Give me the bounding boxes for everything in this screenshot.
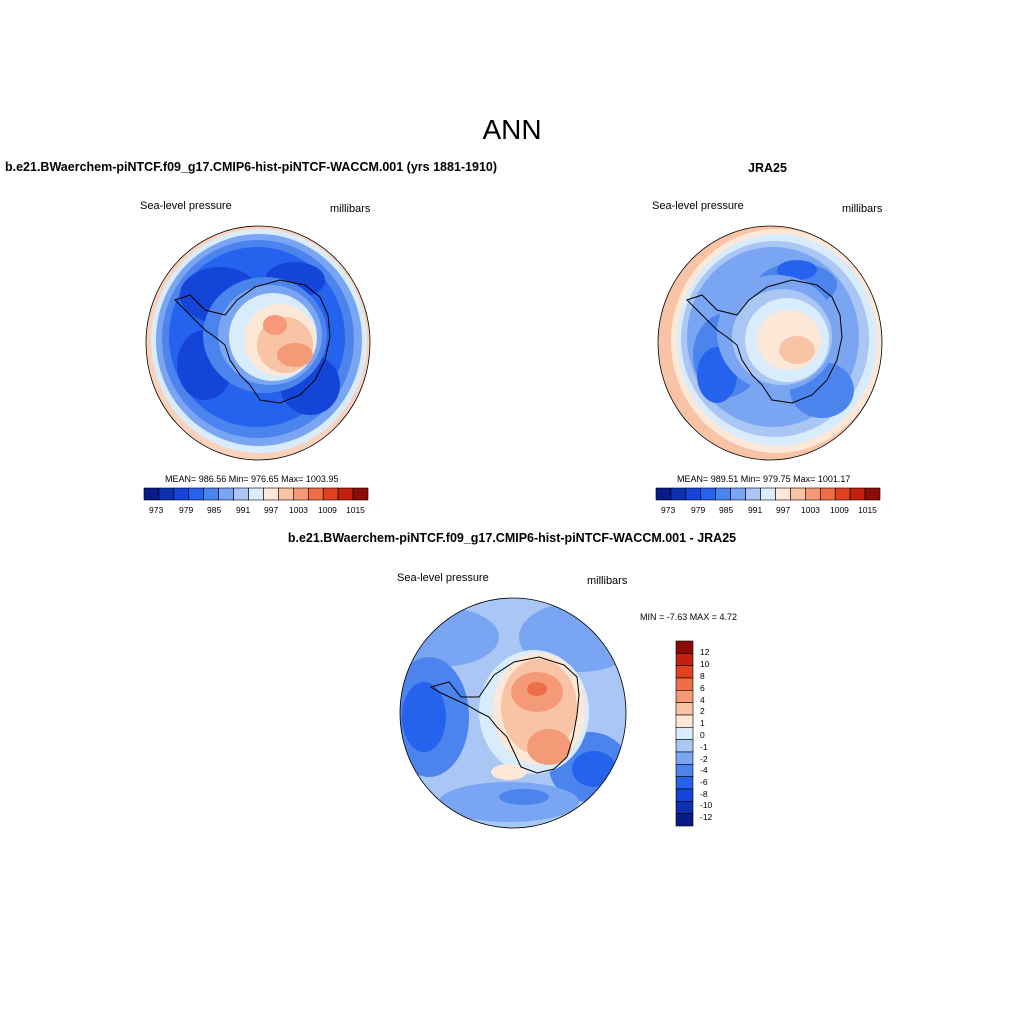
colorbar-swatch xyxy=(675,702,694,716)
panel3-title: b.e21.BWaerchem-piNTCF.f09_g17.CMIP6-his… xyxy=(287,531,737,545)
colorbar-swatch xyxy=(864,487,881,501)
panel3-tick: -4 xyxy=(700,765,708,775)
colorbar-swatch xyxy=(352,487,369,501)
colorbar-swatch xyxy=(188,487,205,501)
colorbar-swatch xyxy=(670,487,687,501)
colorbar-swatch xyxy=(307,487,324,501)
colorbar-swatch xyxy=(745,487,761,501)
panel3-colorbar xyxy=(675,640,694,827)
figure-title: ANN xyxy=(482,114,542,145)
panel1-tick: 979 xyxy=(179,505,194,515)
panel1-polar-map xyxy=(145,225,371,461)
colorbar-swatch xyxy=(675,714,694,728)
panel3-tick: 1 xyxy=(700,718,705,728)
panel1-title: b.e21.BWaerchem-piNTCF.f09_g17.CMIP6-his… xyxy=(5,160,498,174)
colorbar-swatch xyxy=(203,487,219,501)
panel2-stats: MEAN= 989.51 Min= 979.75 Max= 1001.17 xyxy=(677,474,851,484)
colorbar-swatch xyxy=(760,487,776,501)
panel1-units-label: millibars xyxy=(330,203,371,215)
panel2-tick: 1009 xyxy=(830,505,849,515)
colorbar-swatch xyxy=(675,801,694,814)
panel2-tick: 997 xyxy=(776,505,791,515)
colorbar-swatch xyxy=(143,487,160,501)
colorbar-swatch xyxy=(675,776,694,790)
panel3-tick: 6 xyxy=(700,683,705,693)
colorbar-swatch xyxy=(675,690,694,703)
panel2-tick: 979 xyxy=(691,505,706,515)
colorbar-swatch xyxy=(675,788,694,802)
panel1-tick: 973 xyxy=(149,505,164,515)
panel1-tick: 1015 xyxy=(346,505,365,515)
colorbar-swatch xyxy=(834,487,851,501)
colorbar-swatch xyxy=(233,487,249,501)
panel1-tick: 991 xyxy=(236,505,251,515)
colorbar-swatch xyxy=(158,487,175,501)
colorbar-swatch xyxy=(655,487,672,501)
panel2-tick: 1003 xyxy=(801,505,820,515)
colorbar-swatch xyxy=(675,764,694,777)
colorbar-swatch xyxy=(819,487,836,501)
colorbar-swatch xyxy=(248,487,264,501)
panel3-tick: -1 xyxy=(700,742,708,752)
panel1-colorbar xyxy=(143,487,369,501)
panel2-tick: 973 xyxy=(661,505,676,515)
panel1-tick: 997 xyxy=(264,505,279,515)
panel1-tick: 985 xyxy=(207,505,222,515)
colorbar-swatch xyxy=(675,727,694,740)
panel3-tick: 2 xyxy=(700,706,705,716)
panel3-polar-map xyxy=(399,597,627,829)
panel3-tick: 12 xyxy=(700,647,710,657)
colorbar-swatch xyxy=(278,487,294,501)
colorbar-swatch xyxy=(263,487,279,501)
panel2-tick: 985 xyxy=(719,505,734,515)
colorbar-swatch xyxy=(790,487,806,501)
colorbar-swatch xyxy=(675,739,694,753)
panel3-units-label: millibars xyxy=(587,575,628,587)
colorbar-swatch xyxy=(675,665,694,679)
colorbar-swatch xyxy=(685,487,702,501)
colorbar-swatch xyxy=(675,751,694,765)
panel3-variable-label: Sea-level pressure xyxy=(397,572,489,584)
panel2-polar-map xyxy=(657,225,883,461)
colorbar-swatch xyxy=(775,487,791,501)
colorbar-swatch xyxy=(173,487,190,501)
panel1-variable-label: Sea-level pressure xyxy=(140,200,232,212)
panel3-tick: 10 xyxy=(700,659,710,669)
panel2-title: JRA25 xyxy=(748,161,787,175)
panel3-tick: -8 xyxy=(700,789,708,799)
panel3-tick: -6 xyxy=(700,777,708,787)
panel3-tick: -12 xyxy=(700,812,713,822)
colorbar-swatch xyxy=(675,677,694,691)
panel3-stats: MIN = -7.63 MAX = 4.72 xyxy=(640,612,738,622)
panel2-colorbar xyxy=(655,487,881,501)
panel3-tick: -10 xyxy=(700,800,713,810)
colorbar-swatch xyxy=(293,487,309,501)
colorbar-swatch xyxy=(849,487,866,501)
colorbar-swatch xyxy=(730,487,746,501)
colorbar-swatch xyxy=(805,487,821,501)
colorbar-swatch xyxy=(675,653,694,666)
colorbar-swatch xyxy=(675,813,694,827)
panel1-tick: 1009 xyxy=(318,505,337,515)
panel2-tick: 991 xyxy=(748,505,763,515)
panel1-tick: 1003 xyxy=(289,505,308,515)
panel2-units-label: millibars xyxy=(842,203,883,215)
panel3-tick: 8 xyxy=(700,671,705,681)
colorbar-swatch xyxy=(700,487,717,501)
panel3-tick: 0 xyxy=(700,730,705,740)
colorbar-swatch xyxy=(322,487,339,501)
panel2-variable-label: Sea-level pressure xyxy=(652,200,744,212)
colorbar-swatch xyxy=(218,487,234,501)
colorbar-swatch xyxy=(715,487,731,501)
panel1-stats: MEAN= 986.56 Min= 976.65 Max= 1003.95 xyxy=(165,474,339,484)
panel3-tick: 4 xyxy=(700,695,705,705)
panel3-tick: -2 xyxy=(700,754,708,764)
colorbar-swatch xyxy=(675,640,694,654)
colorbar-swatch xyxy=(337,487,354,501)
panel2-tick: 1015 xyxy=(858,505,877,515)
